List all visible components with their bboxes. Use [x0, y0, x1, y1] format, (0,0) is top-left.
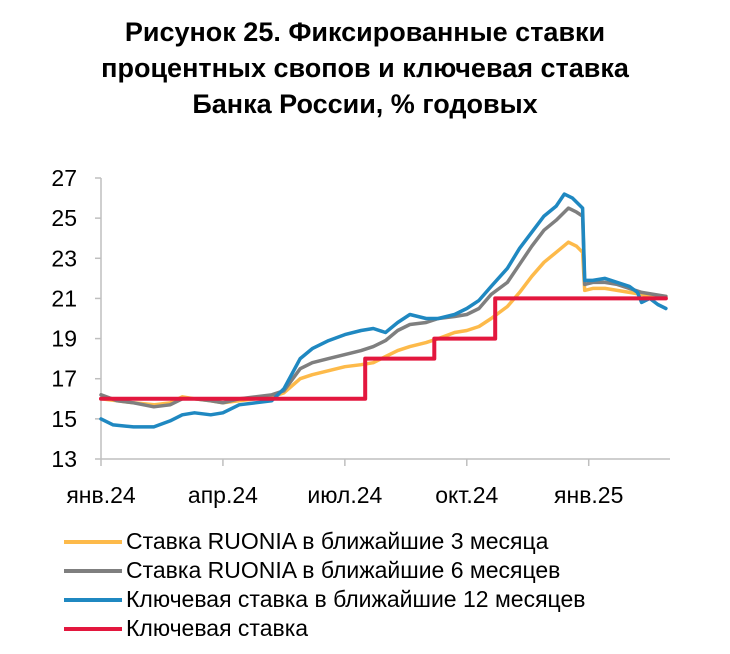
legend-swatch-key-rate [64, 626, 122, 631]
y-axis: 13 15 17 19 21 23 25 27 [51, 165, 102, 472]
legend-label-key-rate-12m: Ключевая ставка в ближайшие 12 месяцев [126, 586, 586, 612]
x-tick-label: июл.24 [307, 482, 382, 508]
legend-label-ruonia-3m: Ставка RUONIA в ближайшие 3 месяца [126, 528, 549, 554]
legend-label-ruonia-6m: Ставка RUONIA в ближайшие 6 месяцев [126, 557, 561, 583]
series-lines [99, 192, 668, 429]
y-tick-label: 21 [51, 285, 77, 311]
legend: Ставка RUONIA в ближайшие 3 месяца Ставк… [64, 527, 585, 643]
series-line-key-rate-12m [99, 192, 668, 429]
chart-title-line-1: Рисунок 25. Фиксированные ставки [124, 17, 606, 47]
y-tick-label: 23 [51, 245, 77, 271]
legend-item-key-rate-12m: Ключевая ставка в ближайшие 12 месяцев [64, 585, 585, 614]
y-tick-label: 17 [51, 366, 77, 392]
chart-title-line-2: процентных свопов и ключевая ставка [101, 53, 629, 83]
y-tick-label: 25 [51, 205, 77, 231]
legend-item-key-rate: Ключевая ставка [64, 614, 585, 643]
series-line-key-rate [99, 296, 668, 401]
chart-title-line-3: Банка России, % годовых [192, 89, 538, 119]
x-tick-label: окт.24 [435, 482, 498, 508]
x-tick-label: апр.24 [188, 482, 258, 508]
x-tick-label: янв.24 [66, 482, 136, 508]
y-tick-label: 13 [51, 446, 77, 472]
chart-title: Рисунок 25. Фиксированные ставки процент… [0, 14, 730, 122]
series-line-ruonia-3m [99, 240, 668, 407]
series-line-ruonia-6m [99, 206, 668, 409]
x-axis: янв.24 апр.24 июл.24 окт.24 янв.25 [66, 458, 670, 508]
legend-swatch-key-rate-12m [64, 597, 122, 602]
x-tick-label: янв.25 [554, 482, 623, 508]
y-tick-label: 15 [51, 406, 77, 432]
legend-swatch-ruonia-6m [64, 568, 122, 573]
y-tick-label: 19 [51, 326, 77, 352]
legend-label-key-rate: Ключевая ставка [126, 615, 309, 641]
legend-item-ruonia-3m: Ставка RUONIA в ближайшие 3 месяца [64, 527, 585, 556]
legend-item-ruonia-6m: Ставка RUONIA в ближайшие 6 месяцев [64, 556, 585, 585]
y-tick-label: 27 [51, 165, 77, 191]
legend-swatch-ruonia-3m [64, 539, 122, 544]
